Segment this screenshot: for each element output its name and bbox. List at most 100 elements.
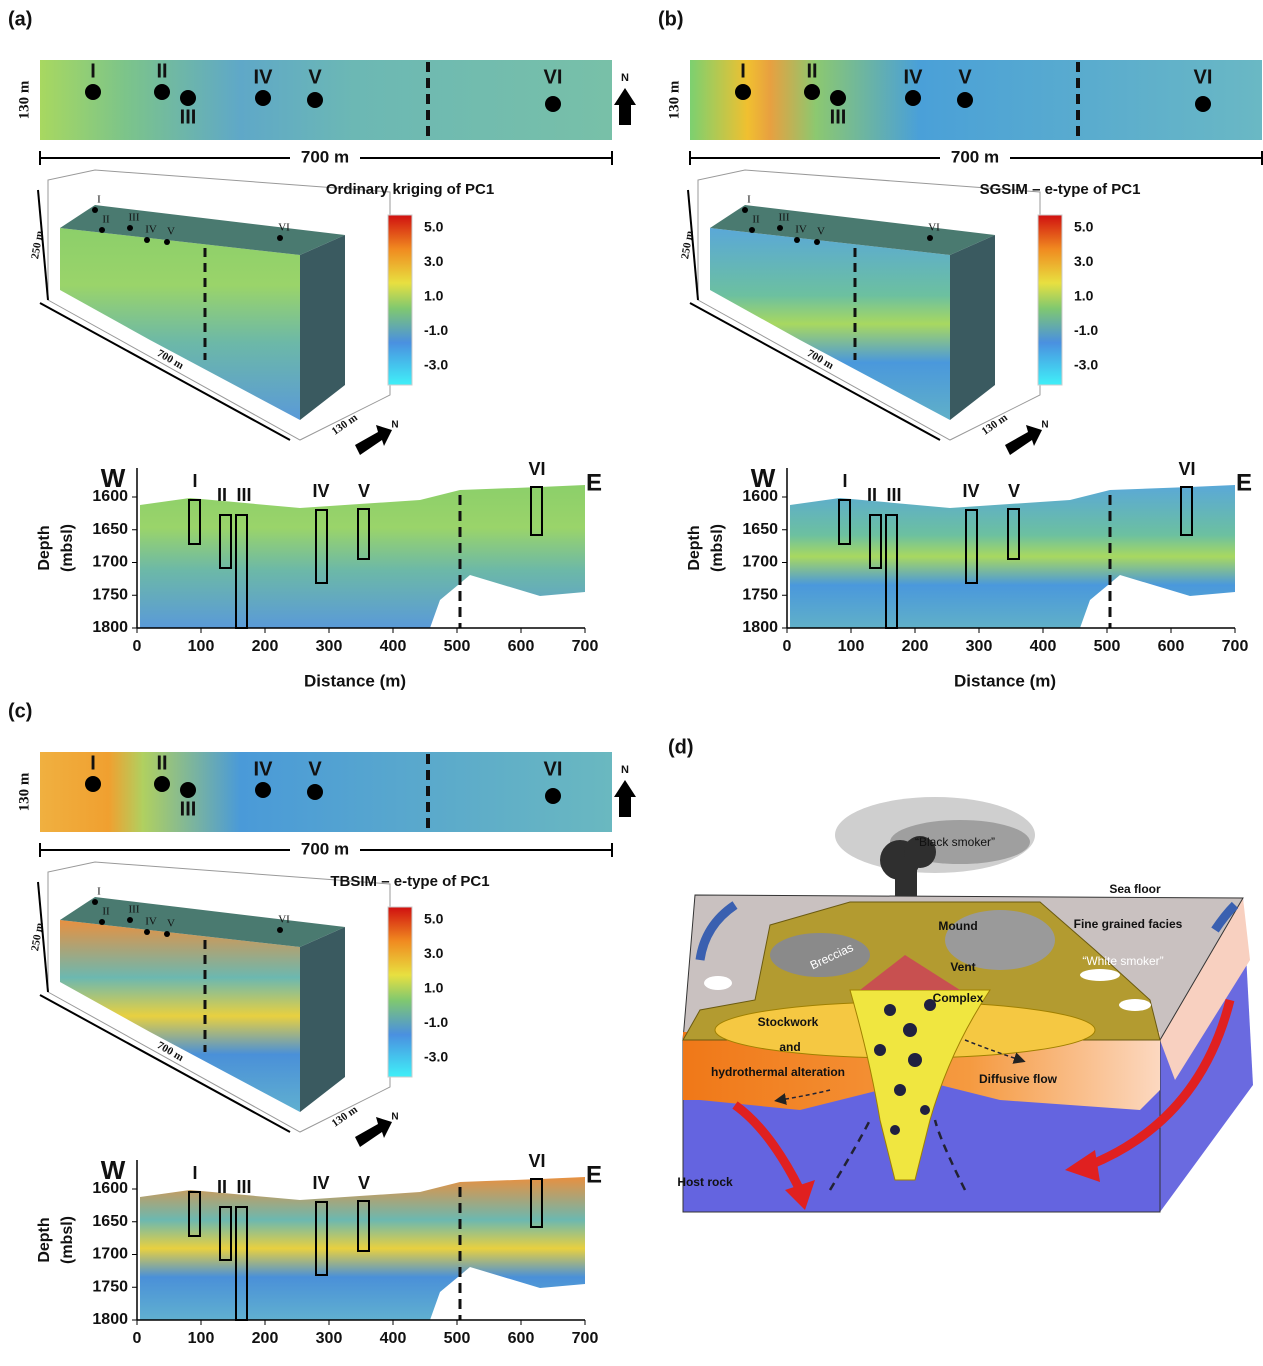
y-tick-label: 1800 <box>92 1311 128 1328</box>
colorbar-tick-label: -1.0 <box>424 322 448 338</box>
well-label: I <box>192 471 197 491</box>
well-label: VI <box>528 459 545 479</box>
well <box>545 96 561 112</box>
diagram-label: Vent <box>950 960 975 974</box>
colorbar-tick-label: 5.0 <box>424 911 444 927</box>
y-tick-label: 1650 <box>742 521 778 538</box>
y-axis-label: Depth <box>36 525 53 570</box>
well-label: II <box>217 1177 227 1197</box>
well-label: III <box>830 106 847 128</box>
colorbar-tick-label: 3.0 <box>1074 253 1094 269</box>
well-label: I <box>842 471 847 491</box>
well-label: V <box>308 758 322 780</box>
north-arrow <box>614 780 636 817</box>
x-tick-label: 200 <box>902 638 929 655</box>
well <box>144 237 150 243</box>
block-title: Ordinary kriging of PC1 <box>326 181 494 198</box>
block-front <box>60 920 300 1112</box>
well <box>99 227 105 233</box>
x-tick-label: 100 <box>838 638 865 655</box>
well <box>127 917 133 923</box>
hydrothermal-diagram: (d) “Black smoker” Sea floor Fine graine… <box>668 736 1253 1212</box>
section-fill <box>790 485 1235 628</box>
well-label: II <box>217 485 227 505</box>
y-axis-label: Depth <box>686 525 703 570</box>
well-label: II <box>806 60 817 82</box>
well-label: IV <box>145 916 157 928</box>
direction-label: W <box>101 463 126 493</box>
well-label: IV <box>312 481 329 501</box>
well <box>742 207 748 213</box>
x-axis-label: Distance (m) <box>954 671 1056 690</box>
direction-label: E <box>586 1161 602 1188</box>
white-smoker <box>1119 999 1151 1011</box>
well <box>545 788 561 804</box>
x-tick-label: 500 <box>444 638 471 655</box>
well <box>127 225 133 231</box>
well-label: II <box>867 485 877 505</box>
y-tick-label: 1700 <box>92 554 128 571</box>
well <box>777 225 783 231</box>
colorbar-tick-label: -1.0 <box>424 1014 448 1030</box>
well <box>99 919 105 925</box>
well-label: VI <box>544 66 563 88</box>
plan-map <box>690 60 1262 140</box>
colorbar-tick-label: 3.0 <box>424 945 444 961</box>
plan-map <box>40 752 612 832</box>
well-label: II <box>102 214 110 226</box>
x-tick-label: 500 <box>444 1330 471 1347</box>
north-label: N <box>391 420 398 431</box>
colorbar-tick-label: 1.0 <box>1074 288 1094 304</box>
well-label: II <box>156 752 167 774</box>
x-tick-label: 300 <box>316 1330 343 1347</box>
well-label: III <box>180 106 197 128</box>
diagram-label: Diffusive flow <box>979 1072 1058 1086</box>
x-tick-label: 400 <box>380 1330 407 1347</box>
well <box>830 90 846 106</box>
well-label: VI <box>1194 66 1213 88</box>
y-tick-label: 1750 <box>742 586 778 603</box>
well-label: II <box>156 60 167 82</box>
well-label: II <box>102 906 110 918</box>
y-tick-label: 1700 <box>92 1246 128 1263</box>
scale-label: 700 m <box>301 839 349 858</box>
colorbar-tick-label: 1.0 <box>424 288 444 304</box>
diagram-label: Host rock <box>677 1175 733 1189</box>
x-tick-label: 100 <box>188 1330 215 1347</box>
block-end <box>950 235 995 420</box>
block-end <box>300 927 345 1112</box>
well <box>749 227 755 233</box>
dimension-label: 130 m <box>980 412 1010 438</box>
well <box>92 899 98 905</box>
x-tick-label: 600 <box>1158 638 1185 655</box>
well-label: VI <box>278 914 290 926</box>
well <box>735 84 751 100</box>
well-label: I <box>192 1163 197 1183</box>
y-tick-label: 1800 <box>742 619 778 636</box>
panel-label: (d) <box>668 736 694 758</box>
well-label: V <box>308 66 322 88</box>
scale-label: 700 m <box>951 147 999 166</box>
well <box>905 90 921 106</box>
dimension-label: 130 m <box>16 772 32 811</box>
well-label: IV <box>312 1173 329 1193</box>
well-label: II <box>752 214 760 226</box>
well <box>804 84 820 100</box>
well-label: III <box>886 485 901 505</box>
well-label: IV <box>795 224 807 236</box>
colorbar-tick-label: 3.0 <box>424 253 444 269</box>
well <box>814 239 820 245</box>
direction-label: W <box>751 463 776 493</box>
well-label: V <box>958 66 972 88</box>
dimension-label: 130 m <box>16 80 32 119</box>
well-label: III <box>236 485 251 505</box>
x-tick-label: 300 <box>316 638 343 655</box>
well <box>180 90 196 106</box>
dimension-label: 130 m <box>330 1104 360 1130</box>
well-label: V <box>167 918 175 930</box>
colorbar <box>388 215 412 385</box>
colorbar-tick-label: -1.0 <box>1074 322 1098 338</box>
well-label: IV <box>254 66 274 88</box>
